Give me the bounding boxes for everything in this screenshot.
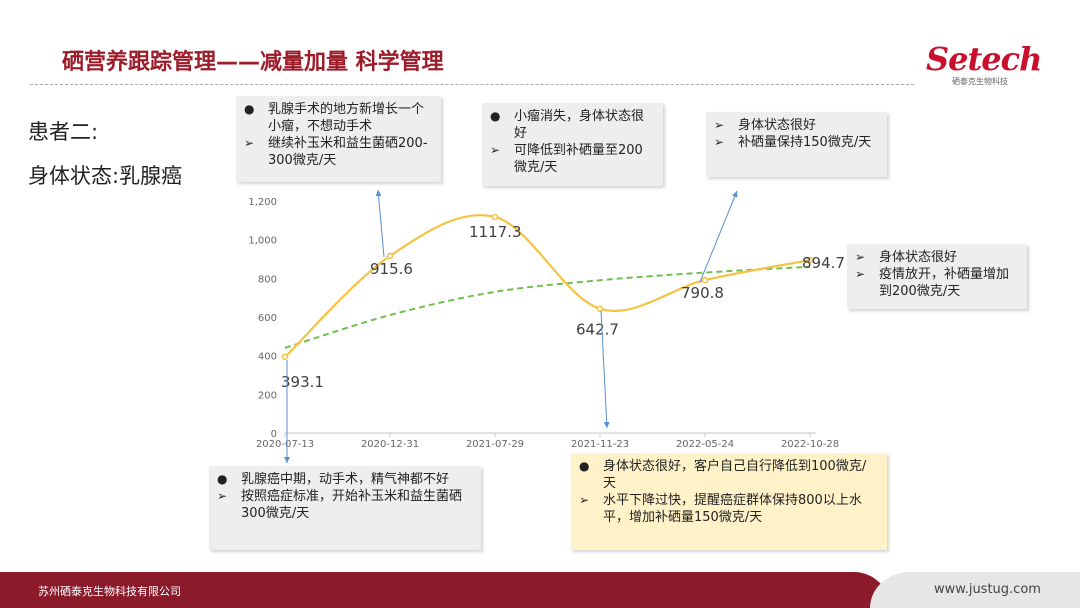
bullet-icon: ➢ — [217, 489, 228, 503]
x-tick-label: 2020-12-31 — [361, 439, 419, 450]
footer-website: www.justug.com — [934, 582, 1041, 597]
trendline-path — [284, 265, 811, 349]
logo-subtitle: 硒泰克生物科技 — [952, 77, 1008, 86]
data-label: 1117.3 — [469, 223, 522, 241]
annotation-line: ➢ 可降低到补硒量至200微克/天 — [490, 142, 655, 176]
annotation-note: ● 乳腺手术的地方新增长一个小瘤，不想动手术 ➢ 继续补玉米和益生菌硒200-300微… — [236, 96, 441, 182]
annotation-text: 疫情放开，补硒量增加到200微克/天 — [879, 267, 1010, 299]
data-label: 894.7 — [802, 254, 845, 272]
annotation-line: ➢ 疫情放开，补硒量增加到200微克/天 — [855, 266, 1019, 300]
annotation-text: 身体状态很好 — [738, 118, 817, 133]
x-tick-label: 2020-07-13 — [256, 439, 314, 450]
x-tick-label: 2022-05-24 — [676, 439, 734, 450]
annotation-arrows — [284, 189, 738, 463]
annotation-text: 按照癌症标准，开始补玉米和益生菌硒300微克/天 — [241, 489, 463, 521]
annotation-line: ● 小瘤消失，身体状态很好 — [490, 108, 655, 142]
annotation-note: ● 乳腺癌中期，动手术，精气神都不好 ➢ 按照癌症标准，开始补玉米和益生菌硒300微克… — [209, 466, 481, 550]
x-tick-label: 2022-10-28 — [781, 439, 839, 450]
bullet-icon: ● — [244, 102, 255, 116]
annotation-text: 身体状态很好，客户自己自行降低到100微克/天 — [603, 459, 867, 491]
annotation-text: 身体状态很好 — [879, 250, 958, 265]
data-label: 915.6 — [370, 260, 413, 278]
annotation-line: ➢ 水平下降过快，提醒癌症群体保持800以上水平，增加补硒量150微克/天 — [579, 492, 879, 526]
footer-red-band — [0, 572, 890, 608]
annotation-text: 水平下降过快，提醒癌症群体保持800以上水平，增加补硒量150微克/天 — [603, 493, 862, 525]
data-points — [281, 213, 814, 361]
patient-status: 身体状态:乳腺癌 — [28, 164, 183, 188]
y-tick-label: 200 — [258, 390, 277, 401]
data-label: 790.8 — [681, 284, 724, 302]
footer-bar: 苏州硒泰克生物科技有限公司 www.justug.com — [0, 572, 1080, 608]
bullet-icon: ➢ — [714, 118, 725, 132]
data-point — [701, 276, 709, 284]
annotation-text: 乳腺癌中期，动手术，精气神都不好 — [241, 472, 450, 487]
company-logo: Setech 硒泰克生物科技 — [926, 40, 1046, 90]
annotation-text: 继续补玉米和益生菌硒200-300微克/天 — [268, 136, 428, 168]
bullet-icon: ➢ — [714, 135, 725, 149]
bullet-icon: ➢ — [579, 493, 590, 507]
annotation-line: ● 乳腺手术的地方新增长一个小瘤，不想动手术 — [244, 101, 433, 135]
series-line — [284, 214, 811, 358]
annotation-note: ● 身体状态很好，客户自己自行降低到100微克/天 ➢ 水平下降过快，提醒癌症群体保… — [571, 453, 887, 550]
data-point — [806, 256, 814, 264]
trendline — [284, 265, 811, 349]
bullet-icon: ● — [579, 459, 590, 473]
annotation-line: ➢ 补硒量保持150微克/天 — [714, 134, 879, 151]
y-tick-label: 800 — [258, 274, 277, 285]
data-label: 642.7 — [576, 321, 619, 339]
logo-wordmark: Setech — [926, 40, 1042, 78]
annotation-text: 小瘤消失，身体状态很好 — [514, 109, 645, 141]
y-tick-label: 1,000 — [248, 236, 277, 247]
x-tick-label: 2021-07-29 — [466, 439, 524, 450]
x-tick-label: 2021-11-23 — [571, 439, 629, 450]
x-axis: 2020-07-13 2020-12-31 2021-07-29 2021-11-23… — [256, 432, 839, 450]
annotation-arrow — [375, 189, 385, 258]
bullet-icon: ➢ — [490, 143, 501, 157]
data-point — [386, 252, 394, 260]
annotation-text: 乳腺手术的地方新增长一个小瘤，不想动手术 — [268, 102, 425, 134]
annotation-arrow — [600, 310, 610, 429]
annotation-note: ➢ 身体状态很好 ➢ 补硒量保持150微克/天 — [706, 112, 887, 177]
data-point — [281, 353, 289, 361]
bullet-icon: ● — [217, 472, 228, 486]
data-point — [491, 213, 499, 221]
patient-label: 患者二: — [28, 120, 99, 144]
y-tick-label: 0 — [271, 429, 277, 440]
annotation-line: ➢ 继续补玉米和益生菌硒200-300微克/天 — [244, 135, 433, 169]
y-tick-label: 600 — [258, 313, 277, 324]
y-axis: 0 200 400 600 800 1,000 1,200 — [248, 197, 277, 440]
data-point — [596, 305, 604, 312]
annotation-text: 补硒量保持150微克/天 — [738, 135, 872, 150]
annotation-line: ● 身体状态很好，客户自己自行降低到100微克/天 — [579, 458, 879, 492]
annotation-arrow — [699, 190, 738, 283]
page-title: 硒营养跟踪管理——减量加量 科学管理 — [62, 50, 444, 75]
footer-company-name: 苏州硒泰克生物科技有限公司 — [38, 585, 181, 598]
annotation-line: ➢ 身体状态很好 — [714, 117, 879, 134]
bullet-icon: ➢ — [244, 136, 255, 150]
footer-grey-band — [870, 572, 1080, 608]
y-tick-label: 1,200 — [248, 197, 277, 208]
bullet-icon: ➢ — [855, 267, 866, 281]
annotation-text: 可降低到补硒量至200微克/天 — [514, 143, 643, 175]
y-tick-label: 400 — [258, 352, 277, 363]
data-series — [284, 214, 811, 358]
data-labels: 393.1 915.6 1117.3 642.7 790.8 894.7 — [281, 223, 845, 391]
annotation-line: ● 乳腺癌中期，动手术，精气神都不好 — [217, 471, 473, 488]
bullet-icon: ● — [490, 109, 501, 123]
header-divider — [30, 84, 914, 85]
annotation-line: ➢ 按照癌症标准，开始补玉米和益生菌硒300微克/天 — [217, 488, 473, 522]
annotation-line: ➢ 身体状态很好 — [855, 249, 1019, 266]
annotation-note: ➢ 身体状态很好 ➢ 疫情放开，补硒量增加到200微克/天 — [847, 244, 1027, 309]
data-label: 393.1 — [281, 373, 324, 391]
annotation-note: ● 小瘤消失，身体状态很好 ➢ 可降低到补硒量至200微克/天 — [482, 103, 663, 186]
bullet-icon: ➢ — [855, 250, 866, 264]
